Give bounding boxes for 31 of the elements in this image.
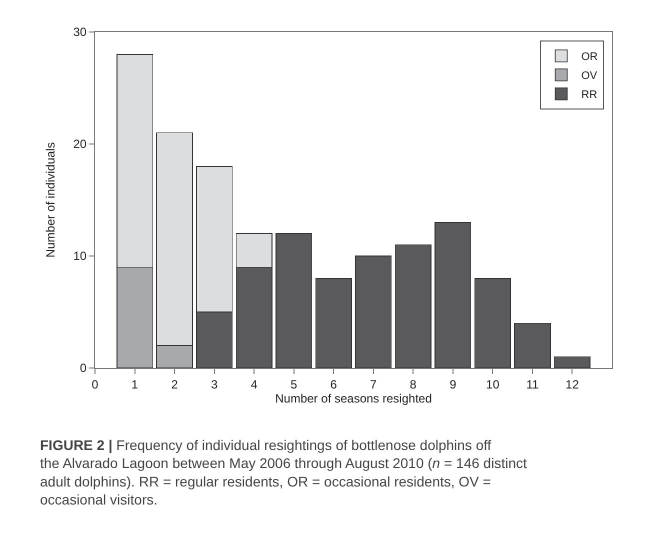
bar	[355, 256, 392, 368]
y-tick-label: 0	[80, 361, 87, 376]
x-tick-label: 8	[410, 377, 417, 392]
x-tick-label: 2	[171, 377, 178, 392]
x-tick-label: 5	[290, 377, 298, 392]
legend-label: OV	[581, 70, 598, 82]
x-axis-title: Number of seasons resighted	[275, 391, 432, 406]
x-tick-label: 1	[131, 377, 138, 392]
y-tick-label: 30	[73, 25, 87, 40]
caption: FIGURE 2 | Frequency of individual resightings of bottlenose dolphins off the Alvarado Lagoon between May 2006 through August 2010 (n = 146 distinct adult dolphins). RR = regular residents, OR = occasional residents, OV = occasional visitors.	[40, 437, 527, 508]
x-tick-label: 11	[526, 377, 540, 392]
x-tick-label: 0	[92, 377, 99, 392]
bar	[514, 322, 551, 368]
legend-label: RR	[581, 89, 598, 102]
x-tick-label: 9	[450, 377, 457, 392]
bar	[554, 356, 591, 368]
x-tick-label: 10	[486, 377, 500, 392]
y-axis-title: Number of individuals	[44, 142, 58, 258]
legend-label: OR	[581, 51, 598, 64]
bar	[276, 233, 312, 368]
x-tick-label: 3	[210, 377, 218, 392]
bar	[434, 222, 472, 368]
x-tick-label: 6	[330, 377, 338, 392]
bar	[474, 278, 511, 368]
x-tick-label: 12	[566, 377, 580, 392]
x-tick-label: 4	[250, 377, 258, 392]
bar	[315, 278, 352, 368]
bar	[394, 244, 432, 368]
y-tick-label: 10	[73, 249, 87, 264]
y-tick-label: 20	[73, 137, 87, 152]
x-tick-label: 7	[370, 377, 378, 392]
